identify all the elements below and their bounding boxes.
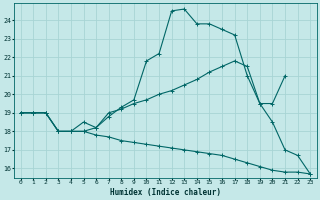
X-axis label: Humidex (Indice chaleur): Humidex (Indice chaleur) [110,188,221,197]
